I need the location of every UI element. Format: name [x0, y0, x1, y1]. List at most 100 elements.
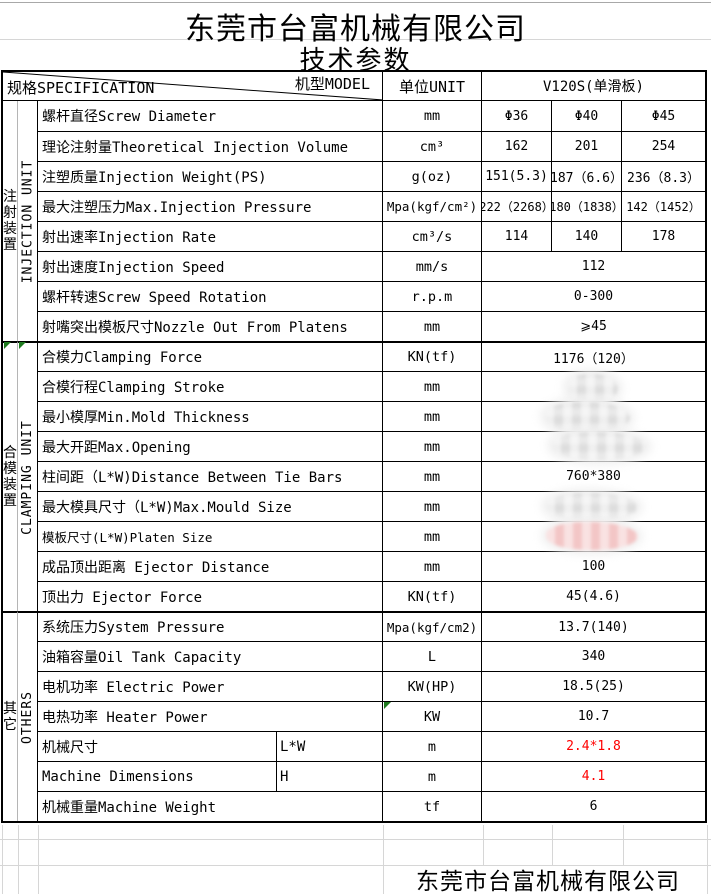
header-model-label: 机型MODEL — [294, 75, 370, 93]
gridline — [18, 825, 19, 894]
row-label: 理论注射量Theoretical Injection Volume — [38, 132, 383, 161]
redacted-value-blur — [552, 432, 647, 460]
row-system-pressure: 系统压力System Pressure Mpa(kgf/cm2) 13.7(14… — [38, 611, 705, 641]
row-value: 112 — [581, 259, 606, 274]
row-unit: KN(tf) — [383, 343, 482, 371]
row-unit: Mpa(kgf/cm2) — [383, 613, 482, 641]
row-clamping-stroke: 合模行程Clamping Stroke mm — [38, 371, 705, 401]
gridline-top — [0, 2, 711, 3]
row-ejector-force: 顶出力 Ejector Force KN(tf) 45(4.6) — [38, 581, 705, 611]
header-spec-label: 规格SPECIFICATION — [7, 79, 155, 97]
section-clamping-en: CLAMPING UNIT — [18, 341, 38, 611]
row-injection-weight: 注塑质量Injection Weight(PS) g(oz) 151(5.3) … — [38, 161, 705, 191]
cell-corner-marker-icon — [19, 342, 26, 349]
footer-company-name: 东莞市台富机械有限公司 — [416, 869, 680, 894]
row-value: 340 — [581, 649, 606, 664]
row-unit: m — [383, 732, 482, 761]
row-nozzle-out-from-platens: 射嘴突出模板尺寸Nozzle Out From Platens mm ⩾45 — [38, 311, 705, 341]
header-unit-cell: 单位UNIT — [383, 72, 482, 100]
row-label: 合模行程Clamping Stroke — [38, 372, 383, 401]
row-value: 760*380 — [566, 469, 621, 484]
row-value-1: Φ36 — [482, 101, 552, 131]
gridline — [38, 825, 39, 894]
redacted-value-blur — [546, 522, 638, 550]
section-others-en: OTHERS — [18, 611, 38, 821]
row-label: 电热功率 Heater Power — [38, 702, 383, 731]
row-value-1: 162 — [482, 132, 552, 161]
row-value-2: Φ40 — [552, 101, 622, 131]
row-unit: mm — [383, 402, 482, 431]
row-platen-size: 模板尺寸(L*W)Platen Size mm — [38, 521, 705, 551]
row-unit: cm³ — [383, 132, 482, 161]
header-model-value-cell: V120S(单滑板) — [542, 79, 644, 95]
row-label: 模板尺寸(L*W)Platen Size — [38, 522, 383, 551]
row-unit: mm/s — [383, 252, 482, 281]
redacted-value-blur — [546, 493, 638, 520]
gridline — [707, 825, 708, 894]
spec-table: 规格SPECIFICATION 机型MODEL 单位UNIT V120S(单滑板… — [1, 70, 707, 823]
row-label: 合模力Clamping Force — [38, 343, 383, 371]
section-injection-en: INJECTION UNIT — [18, 101, 38, 341]
row-unit: KN(tf) — [383, 582, 482, 611]
redacted-value-blur — [545, 402, 630, 432]
row-value: 0-300 — [573, 289, 614, 304]
row-sublabel: H — [277, 762, 383, 791]
row-unit: KW(HP) — [383, 672, 482, 701]
row-value-2: 180（1838） — [552, 192, 622, 221]
section-injection-cn: 注射装置 — [3, 101, 18, 341]
row-value-2: 187（6.6） — [552, 162, 622, 191]
row-injection-rate: 射出速率Injection Rate cm³/s 114 140 178 — [38, 221, 705, 251]
row-unit: L — [383, 642, 482, 671]
row-label: 电机功率 Electric Power — [38, 672, 383, 701]
cell-corner-marker-icon — [4, 342, 11, 349]
row-machine-dimensions-lw: 机械尺寸 L*W m 2.4*1.8 — [38, 731, 705, 761]
row-value-2: 201 — [552, 132, 622, 161]
gridline-under-title — [0, 39, 711, 40]
row-screw-speed-rotation: 螺杆转速Screw Speed Rotation r.p.m 0-300 — [38, 281, 705, 311]
gridline — [552, 825, 553, 865]
header-spec-model-cell: 规格SPECIFICATION 机型MODEL — [3, 72, 383, 100]
page-title: 东莞市台富机械有限公司 — [185, 12, 526, 47]
row-max-mould-size: 最大模具尺寸（L*W)Max.Mould Size mm — [38, 491, 705, 521]
cell-corner-marker-icon — [384, 702, 391, 709]
row-unit: cm³/s — [383, 222, 482, 251]
row-label: 最大模具尺寸（L*W)Max.Mould Size — [38, 492, 383, 521]
row-value: 18.5(25) — [562, 679, 625, 694]
gridline — [383, 825, 384, 894]
row-value: 2.4*1.8 — [566, 739, 621, 754]
gridline — [0, 865, 711, 866]
row-max-opening: 最大开距Max.Opening mm — [38, 431, 705, 461]
row-value: 100 — [581, 559, 606, 574]
row-unit: mm — [383, 462, 482, 491]
gridline — [0, 839, 711, 840]
row-value-3: Φ45 — [651, 108, 676, 124]
row-value-1: 114 — [482, 222, 552, 251]
row-value: 10.7 — [577, 709, 610, 724]
row-value-3: 254 — [651, 139, 676, 154]
row-value: 1176（120） — [553, 351, 634, 367]
row-label: 最大注塑压力Max.Injection Pressure — [38, 192, 383, 221]
row-value-1: 222（2268） — [482, 192, 552, 221]
row-unit: m — [383, 762, 482, 791]
gridline — [623, 825, 624, 865]
row-unit: tf — [383, 792, 482, 821]
row-ejector-distance: 成品顶出距离 Ejector Distance mm 100 — [38, 551, 705, 581]
row-value: ⩾45 — [580, 319, 607, 334]
row-clamping-force: 合模力Clamping Force KN(tf) 1176（120） — [38, 341, 705, 371]
row-injection-speed: 射出速度Injection Speed mm/s 112 — [38, 251, 705, 281]
header-diagonal-line — [3, 72, 383, 100]
row-label: 螺杆直径Screw Diameter — [38, 101, 383, 131]
row-heater-power: 电热功率 Heater Power KW 10.7 — [38, 701, 705, 731]
row-value-3: 178 — [651, 229, 676, 244]
row-value-2: 140 — [552, 222, 622, 251]
row-unit: mm — [383, 552, 482, 581]
row-value: 45(4.6) — [566, 589, 621, 604]
row-value: 13.7(140) — [558, 619, 629, 635]
row-machine-dimensions-h: Machine Dimensions H m 4.1 — [38, 761, 705, 791]
redacted-value-blur — [568, 374, 618, 402]
row-label: 机械重量Machine Weight — [38, 792, 383, 821]
row-label: 螺杆转速Screw Speed Rotation — [38, 282, 383, 311]
table-body: 螺杆直径Screw Diameter mm Φ36 Φ40 Φ45 理论注射量T… — [38, 101, 705, 821]
row-label: 油箱容量Oil Tank Capacity — [38, 642, 383, 671]
row-label: 成品顶出距离 Ejector Distance — [38, 552, 383, 581]
